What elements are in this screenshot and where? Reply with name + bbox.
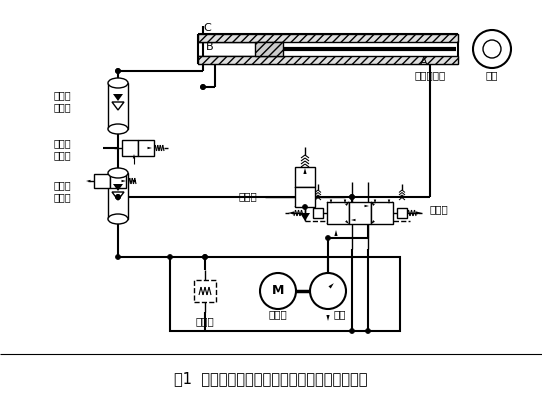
- Polygon shape: [112, 102, 124, 110]
- Circle shape: [302, 204, 307, 209]
- Text: B: B: [206, 42, 214, 52]
- Polygon shape: [86, 180, 91, 182]
- Bar: [138, 140, 154, 156]
- Polygon shape: [365, 205, 369, 207]
- Circle shape: [115, 195, 120, 200]
- Polygon shape: [330, 200, 332, 204]
- Circle shape: [201, 85, 205, 90]
- Bar: [122, 140, 138, 156]
- Ellipse shape: [108, 168, 128, 178]
- Text: 被动腔
充液阀: 被动腔 充液阀: [53, 138, 71, 160]
- Text: 安全阀: 安全阀: [196, 316, 215, 326]
- Bar: [313, 208, 323, 218]
- Bar: [327, 202, 349, 224]
- Text: A: A: [420, 57, 428, 67]
- Bar: [108, 83, 128, 129]
- Circle shape: [115, 68, 120, 74]
- Circle shape: [350, 195, 354, 200]
- Text: 补偿液压缸: 补偿液压缸: [415, 70, 446, 80]
- Polygon shape: [113, 94, 123, 101]
- Polygon shape: [113, 184, 123, 191]
- Bar: [108, 173, 128, 219]
- Text: 主油路
蓄能器: 主油路 蓄能器: [53, 180, 71, 202]
- Circle shape: [326, 236, 331, 240]
- Text: 比例阀: 比例阀: [430, 204, 449, 214]
- Bar: [295, 167, 315, 187]
- Text: M: M: [272, 285, 284, 297]
- Polygon shape: [304, 168, 307, 174]
- Bar: [194, 280, 216, 302]
- Text: 电动机: 电动机: [269, 309, 287, 319]
- Bar: [110, 174, 126, 188]
- Circle shape: [115, 254, 120, 259]
- Polygon shape: [328, 283, 334, 288]
- Circle shape: [260, 273, 296, 309]
- Bar: [295, 187, 315, 207]
- Polygon shape: [374, 200, 376, 204]
- Polygon shape: [133, 154, 135, 159]
- Text: C: C: [203, 23, 211, 33]
- Bar: [371, 202, 393, 224]
- Bar: [255, 42, 283, 56]
- Polygon shape: [121, 180, 126, 182]
- Bar: [170, 257, 400, 331]
- Polygon shape: [371, 202, 375, 206]
- Ellipse shape: [108, 124, 128, 134]
- Circle shape: [203, 254, 208, 259]
- Bar: [198, 56, 458, 64]
- Ellipse shape: [108, 78, 128, 88]
- Polygon shape: [344, 200, 346, 204]
- Circle shape: [483, 40, 501, 58]
- Circle shape: [473, 30, 511, 68]
- Circle shape: [201, 85, 205, 90]
- Text: 连通阀: 连通阀: [238, 191, 257, 201]
- Circle shape: [115, 68, 120, 74]
- Polygon shape: [388, 200, 390, 204]
- Polygon shape: [371, 220, 375, 224]
- Polygon shape: [300, 213, 310, 221]
- Text: 被动腔
蓄能器: 被动腔 蓄能器: [53, 90, 71, 112]
- Bar: [349, 202, 371, 224]
- Polygon shape: [288, 211, 294, 215]
- Circle shape: [167, 254, 172, 259]
- Ellipse shape: [108, 214, 128, 224]
- Circle shape: [350, 328, 354, 333]
- Text: 主泵: 主泵: [334, 309, 346, 319]
- Polygon shape: [351, 219, 356, 221]
- Bar: [94, 174, 110, 188]
- Text: 滑轮: 滑轮: [486, 70, 498, 80]
- Bar: [397, 208, 407, 218]
- Circle shape: [365, 328, 371, 333]
- Bar: [198, 34, 458, 42]
- Circle shape: [350, 195, 354, 200]
- Polygon shape: [112, 192, 124, 200]
- Circle shape: [115, 195, 120, 200]
- Polygon shape: [416, 211, 422, 215]
- Polygon shape: [334, 230, 338, 236]
- Polygon shape: [345, 202, 349, 206]
- Polygon shape: [345, 220, 349, 224]
- Polygon shape: [147, 147, 152, 149]
- Polygon shape: [326, 315, 330, 321]
- Circle shape: [203, 254, 208, 259]
- Text: 图1  船舶起重机半主动升沉补偿液压系统原理图: 图1 船舶起重机半主动升沉补偿液压系统原理图: [174, 371, 368, 387]
- Circle shape: [310, 273, 346, 309]
